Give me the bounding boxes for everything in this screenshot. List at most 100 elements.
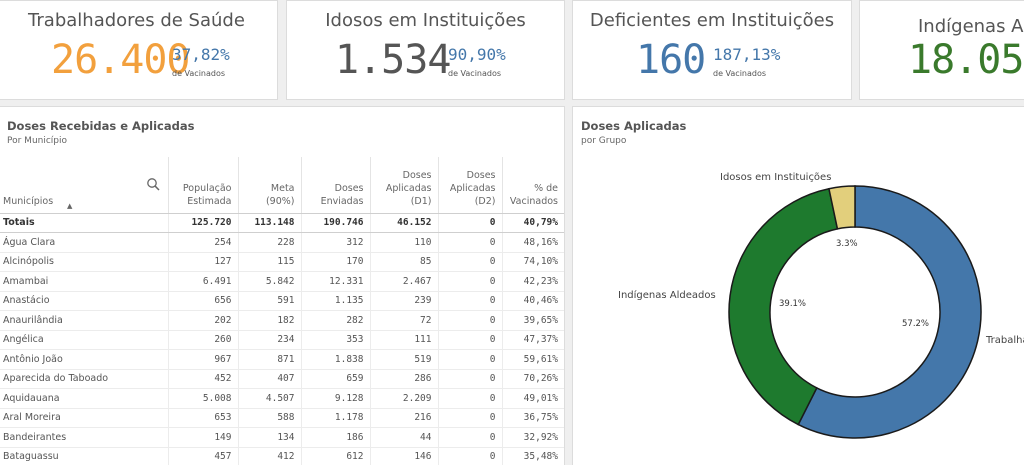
header-label: % de [534, 182, 558, 194]
cell-pct: 48,16% [502, 232, 564, 253]
header-label: Meta [270, 182, 295, 194]
slice-label-idosos: 3.3% [836, 239, 858, 249]
cell-enviadas: 1.838 [301, 349, 371, 370]
cell-meta: 412 [238, 447, 302, 465]
header-d2[interactable]: Doses Aplicadas (D2) [438, 157, 503, 214]
header-pct[interactable]: % de Vacinados [502, 157, 564, 214]
cell-d1: 111 [370, 330, 439, 350]
header-enviadas[interactable]: Doses Enviadas [301, 157, 371, 214]
cell-pct: 70,26% [502, 369, 564, 389]
table-row[interactable]: Amambai 6.491 5.842 12.331 2.467 0 42,23% [0, 271, 564, 292]
cell-d1: 519 [370, 349, 439, 370]
kpi-subtitle: de Vacinados [172, 69, 226, 78]
table-row[interactable]: Angélica 260 234 353 111 0 47,37% [0, 330, 564, 350]
table-row[interactable]: Bataguassu 457 412 612 146 0 35,48% [0, 447, 564, 465]
header-label: (D2) [474, 195, 496, 207]
cell-pct: 32,92% [502, 427, 564, 448]
cell-populacao: 5.008 [168, 388, 239, 409]
cell-populacao: 254 [168, 232, 239, 253]
slice-trabalhadores[interactable] [797, 185, 982, 439]
search-icon[interactable] [146, 177, 160, 191]
kpi-title: Deficientes em Instituições [589, 10, 835, 31]
cell-meta: 115 [238, 252, 302, 272]
panel-subtitle: Por Município [7, 136, 68, 146]
cell-pct: 74,10% [502, 252, 564, 272]
kpi-value: 18.058 [908, 37, 1024, 83]
cell-pct: 42,23% [502, 271, 564, 292]
header-label: Enviadas [320, 195, 364, 207]
cell-populacao: 967 [168, 349, 239, 370]
cell-pct: 35,48% [502, 447, 564, 465]
cell-enviadas: 190.746 [301, 213, 371, 233]
kpi-value: 160 [636, 37, 706, 83]
kpi-percent: 37,82% [172, 45, 230, 64]
cell-municipio: Anastácio [0, 291, 169, 311]
cell-populacao: 6.491 [168, 271, 239, 292]
table-row[interactable]: Aquidauana 5.008 4.507 9.128 2.209 0 49,01% [0, 388, 564, 409]
cell-enviadas: 659 [301, 369, 371, 389]
cell-populacao: 457 [168, 447, 239, 465]
cell-d2: 0 [438, 369, 503, 389]
category-label-indigenas: Indígenas Aldeados [618, 290, 716, 301]
table-row[interactable]: Bandeirantes 149 134 186 44 0 32,92% [0, 427, 564, 448]
kpi-card-trabalhadores[interactable]: Trabalhadores de Saúde 26.400 37,82% de … [0, 0, 278, 100]
panel-subtitle: por Grupo [581, 136, 627, 146]
kpi-card-indigenas[interactable]: Indígenas Ald 18.058 [859, 0, 1024, 100]
cell-enviadas: 170 [301, 252, 371, 272]
cell-d1: 110 [370, 232, 439, 253]
header-d1[interactable]: Doses Aplicadas (D1) [370, 157, 439, 214]
header-label: (D1) [410, 195, 432, 207]
cell-meta: 588 [238, 408, 302, 428]
cell-pct: 39,65% [502, 310, 564, 331]
cell-municipio: Aquidauana [0, 388, 169, 409]
header-label: Municípios [3, 195, 54, 207]
slice-idosos[interactable] [828, 185, 856, 230]
cell-municipio: Anaurilândia [0, 310, 169, 331]
header-populacao[interactable]: População Estimada [168, 157, 239, 214]
table-row[interactable]: Anaurilândia 202 182 282 72 0 39,65% [0, 310, 564, 331]
header-meta[interactable]: Meta (90%) [238, 157, 302, 214]
cell-meta: 113.148 [238, 213, 302, 233]
header-label: Vacinados [509, 195, 558, 207]
cell-enviadas: 282 [301, 310, 371, 331]
cell-d2: 0 [438, 408, 503, 428]
cell-populacao: 452 [168, 369, 239, 389]
cell-meta: 182 [238, 310, 302, 331]
cell-d1: 2.467 [370, 271, 439, 292]
cell-d1: 216 [370, 408, 439, 428]
cell-d2: 0 [438, 388, 503, 409]
table-row[interactable]: Anastácio 656 591 1.135 239 0 40,46% [0, 291, 564, 311]
header-municipios[interactable]: Municípios ▲ [0, 157, 169, 214]
cell-meta: 228 [238, 232, 302, 253]
cell-d2: 0 [438, 427, 503, 448]
cell-enviadas: 612 [301, 447, 371, 465]
table-header-row: Municípios ▲ População Estimada Meta (90%)… [0, 157, 564, 214]
municipios-table: Municípios ▲ População Estimada Meta (90%)… [0, 157, 564, 465]
table-row[interactable]: Alcinópolis 127 115 170 85 0 74,10% [0, 252, 564, 272]
header-label: (90%) [265, 195, 295, 207]
cell-municipio: Bandeirantes [0, 427, 169, 448]
cell-meta: 4.507 [238, 388, 302, 409]
cell-meta: 134 [238, 427, 302, 448]
kpi-card-deficientes[interactable]: Deficientes em Instituições 160 187,13% … [572, 0, 852, 100]
cell-d1: 44 [370, 427, 439, 448]
cell-d2: 0 [438, 349, 503, 370]
table-row[interactable]: Antônio João 967 871 1.838 519 0 59,61% [0, 349, 564, 370]
kpi-value: 26.400 [51, 37, 190, 83]
cell-pct: 40,46% [502, 291, 564, 311]
slice-indigenas[interactable] [728, 187, 839, 426]
cell-populacao: 656 [168, 291, 239, 311]
cell-d1: 46.152 [370, 213, 439, 233]
cell-d1: 286 [370, 369, 439, 389]
table-row[interactable]: Água Clara 254 228 312 110 0 48,16% [0, 232, 564, 253]
cell-municipio: Totais [0, 213, 169, 233]
table-row[interactable]: Aparecida do Taboado 452 407 659 286 0 70,26% [0, 369, 564, 389]
slice-label-indigenas: 39.1% [779, 299, 807, 309]
cell-municipio: Aral Moreira [0, 408, 169, 428]
cell-d1: 146 [370, 447, 439, 465]
header-label: Doses [334, 182, 364, 194]
table-row[interactable]: Aral Moreira 653 588 1.178 216 0 36,75% [0, 408, 564, 428]
panel-title: Doses Recebidas e Aplicadas [7, 119, 195, 133]
slice-label-trabalhadores: 57.2% [902, 319, 930, 329]
kpi-card-idosos[interactable]: Idosos em Instituições 1.534 90,90% de V… [286, 0, 565, 100]
